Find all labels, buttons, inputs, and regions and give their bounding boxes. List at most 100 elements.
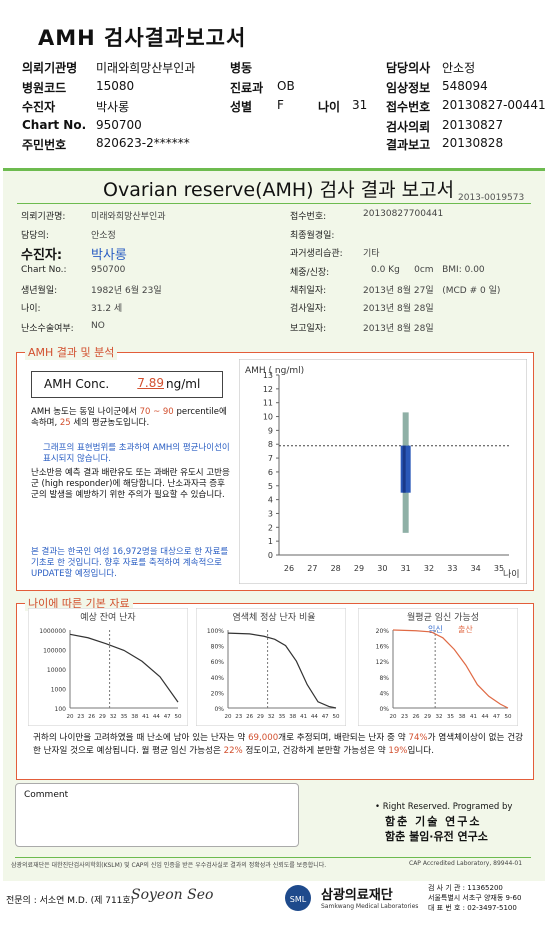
mini-y-tick-label: 60%: [211, 659, 225, 666]
mini-x-tick-label: 20: [225, 714, 232, 720]
field-label: 채취일자:: [290, 286, 327, 296]
contact-line: 서울특별시 서초구 양재동 9-60: [428, 894, 522, 902]
hdr-val: OB: [277, 79, 295, 93]
mini-series-line: [392, 629, 509, 709]
hdr-key: 결과보고: [386, 138, 431, 152]
amh-x-tick-label: 35: [494, 564, 504, 573]
hdr-key: 임상정보: [386, 81, 431, 95]
mini-x-tick-label: 47: [164, 714, 171, 720]
mini-y-tick-label: 1000: [51, 687, 66, 694]
amh-conc-box: AMH Conc. 7.89 ng/ml: [31, 371, 223, 398]
amh-x-tick-label: 33: [447, 564, 457, 573]
mini-y-tick-label: 12%: [376, 659, 390, 666]
mini-y-tick-label: 100%: [207, 628, 224, 635]
contact-line: 대 표 번 호 : 02-3497-5100: [428, 904, 517, 912]
mini-x-tick-label: 38: [459, 714, 466, 720]
field-value: 안소정: [91, 231, 116, 241]
mini-x-tick-label: 41: [300, 714, 307, 720]
contact-line: 검 사 기 관 : 11365200: [428, 884, 503, 892]
mini-series-line: [69, 633, 179, 703]
hdr-val: 820623-2******: [96, 136, 190, 150]
mini-y-tick-label: 20%: [376, 628, 390, 635]
footer: [3, 881, 545, 927]
hdr-key: 접수번호: [386, 100, 431, 114]
hdr-val: 미래와희망산부인과: [96, 61, 196, 75]
field-value: 2013년 8월 27일 (MCD # 0 일): [363, 286, 501, 296]
field-label: 생년월일:: [21, 286, 58, 296]
mini-x-tick-label: 35: [447, 714, 454, 720]
mini-x-tick-label: 29: [99, 714, 106, 720]
svg-text:SML: SML: [290, 895, 307, 904]
rights: • Right Reserved. Programed by: [375, 802, 513, 812]
pct-birth: 19%: [388, 746, 408, 756]
amh-ylabel: AMH ( ng/ml): [245, 366, 304, 376]
amh-x-tick-label: 28: [331, 564, 341, 573]
field-value: 미래와희망산부인과: [91, 212, 166, 222]
hdr-val: F: [277, 98, 284, 112]
mini-x-tick-label: 20: [390, 714, 397, 720]
normal-chart: 염색체 정상 난자 비율 0% 20% 40% 60% 80% 100% 20 23 26 29 3…: [196, 608, 346, 726]
mini-x-tick-label: 23: [401, 714, 408, 720]
mini-x-tick-label: 23: [235, 714, 242, 720]
amh-x-tick-label: 27: [307, 564, 317, 573]
report-title: AMH 검사결과보고서: [38, 26, 247, 50]
amh-text: percentile에 속하며,: [31, 407, 227, 428]
hdr-val: 950700: [96, 118, 142, 132]
org-logo-icon: SML: [285, 885, 311, 911]
amh-box: [400, 445, 411, 493]
hdr-key: 주민번호: [22, 138, 67, 152]
signature: Soyeon Seo: [131, 887, 214, 903]
mini-x-tick-label: 23: [77, 714, 84, 720]
mini-y-tick-label: 40%: [211, 675, 225, 682]
amh-y-tick-label: 4: [268, 496, 273, 505]
hdr-val: 548094: [442, 79, 488, 93]
mini-y-tick-label: 1000000: [39, 628, 66, 635]
inst1: 함춘 기술 연구소: [385, 815, 482, 828]
mini-x-tick-label: 35: [279, 714, 286, 720]
mini-x-tick-label: 44: [482, 714, 489, 720]
field-label: 보고일자:: [290, 324, 327, 334]
mini-x-tick-label: 26: [88, 714, 95, 720]
hdr-key: 병동: [230, 61, 253, 75]
field-label: 수진자:: [21, 248, 63, 263]
hdr-val: 15080: [96, 79, 135, 93]
mini-x-tick-label: 50: [333, 714, 340, 720]
inst2: 함춘 불임·유전 연구소: [385, 830, 488, 843]
footer-note: 삼광의료재단은 대한진단검사의학회(KSLM) 및 CAP의 신임 인증을 받은…: [11, 862, 327, 869]
mini-y-tick-label: 0%: [379, 706, 389, 713]
amh-y-tick-label: 8: [268, 440, 273, 449]
mini-x-tick-label: 50: [505, 714, 512, 720]
field-value: 2013년 8월 28일: [363, 324, 434, 334]
mini-x-tick-label: 26: [413, 714, 420, 720]
amh-xlabel: 나이: [503, 569, 520, 580]
mini-x-tick-label: 29: [424, 714, 431, 720]
mini-x-tick-label: 29: [257, 714, 264, 720]
field-value: NO: [91, 321, 105, 331]
field-value: 기타: [363, 249, 380, 259]
amh-note: 그래프의 표현범위를 초과하여 AMH의 평균나이선이 표시되지 않습니다.: [43, 443, 230, 464]
amh-interpretation: AMH 농도는 동일 나이군에서 70 ~ 90 percentile에 속하며…: [31, 407, 231, 429]
amh-y-tick-label: 2: [268, 523, 273, 532]
comment-label: Comment: [24, 790, 69, 800]
age-section-title: 나이에 따른 기본 자료: [25, 595, 133, 611]
amh-y-tick-label: 6: [268, 468, 273, 477]
amh-y-tick-label: 12: [263, 385, 273, 394]
n-eggs: 69,000: [248, 733, 279, 743]
hdr-val: 20130827-00441: [442, 98, 546, 112]
field-label: 최종월경일:: [290, 231, 335, 241]
field-label: 검사일자:: [290, 304, 327, 314]
hdr-val: 20130828: [442, 136, 504, 150]
hdr-key: 병원코드: [22, 81, 67, 95]
amh-y-tick-label: 7: [268, 454, 273, 463]
amh-box-shade: [402, 445, 406, 493]
legend-birth: 출산: [458, 624, 473, 634]
mini-x-tick-label: 32: [110, 714, 117, 720]
preg-chart: 월평균 임신 가능성 임신 출산 0% 4% 8% 12% 16% 20% 20 23 26 29…: [358, 608, 518, 726]
amh-x-tick-label: 32: [424, 564, 434, 573]
amh-section-title: AMH 결과 및 분석: [25, 344, 118, 360]
amh-x-tick-label: 30: [377, 564, 387, 573]
mini-x-tick-label: 38: [131, 714, 138, 720]
mini-x-tick-label: 41: [470, 714, 477, 720]
amh-avg-age: 25: [59, 418, 71, 428]
